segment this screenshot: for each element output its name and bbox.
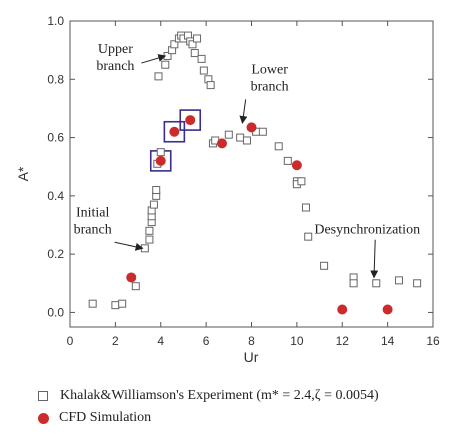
experiment-point: [413, 279, 422, 288]
experiment-point: [131, 282, 140, 291]
cfd-point: [217, 138, 228, 149]
legend-label-experiment: Khalak&Williamson's Experiment (m* = 2.4…: [60, 388, 379, 403]
legend-marker-square: [38, 391, 48, 401]
experiment-point: [372, 279, 381, 288]
experiment-point: [236, 133, 245, 142]
cfd-point: [126, 272, 137, 283]
experiment-point: [199, 66, 208, 75]
experiment-point: [190, 49, 199, 58]
experiment-point: [118, 299, 127, 308]
experiment-point: [156, 148, 165, 157]
annotation-initial-branch-line: branch: [74, 222, 112, 237]
y-axis-title: A*: [15, 166, 31, 181]
experiment-point: [304, 232, 313, 241]
cfd-point: [169, 126, 180, 137]
annotation-initial-branch-arrow: [114, 241, 144, 251]
experiment-point: [188, 40, 197, 49]
x-tick-label: 4: [157, 334, 164, 348]
experiment-point: [145, 235, 154, 244]
y-tick-label: 0.2: [47, 247, 64, 261]
annotation-lower-branch-label: Lower branch: [251, 62, 289, 94]
legend-item-experiment: Khalak&Williamson's Experiment (m* = 2.4…: [38, 386, 379, 406]
experiment-point: [349, 279, 358, 288]
annotation-desynchronization-label: Desynchronization: [314, 223, 420, 238]
annotation-desynchronization-arrow: [370, 239, 379, 279]
experiment-point: [149, 200, 158, 209]
x-tick-label: 16: [426, 334, 440, 348]
y-tick-label: 0.4: [47, 189, 64, 203]
annotation-lower-branch-arrow: [239, 99, 248, 124]
x-tick-label: 2: [112, 334, 119, 348]
experiment-point: [258, 127, 267, 136]
x-tick-label: 6: [203, 334, 210, 348]
x-tick-label: 0: [67, 334, 74, 348]
experiment-point: [297, 177, 306, 186]
annotation-initial-branch-line: Initial: [76, 205, 110, 220]
experiment-point: [193, 34, 202, 43]
y-tick-label: 0.8: [47, 72, 64, 86]
x-tick-label: 12: [336, 334, 350, 348]
experiment-point: [88, 299, 97, 308]
experiment-point: [242, 136, 251, 145]
x-tick-label: 14: [381, 334, 395, 348]
annotation-lower-branch-line: Lower: [251, 62, 288, 77]
experiment-point: [274, 142, 283, 151]
cfd-point: [337, 304, 348, 315]
experiment-point: [283, 156, 292, 165]
experiment-point: [154, 72, 163, 81]
x-tick-label: 8: [248, 334, 255, 348]
experiment-point: [206, 81, 215, 90]
experiment-point: [111, 301, 120, 310]
legend-marker-circle: [38, 412, 49, 424]
annotation-upper-branch-label: Upper branch: [96, 42, 134, 74]
experiment-point: [394, 276, 403, 285]
y-tick-label: 0.0: [47, 305, 64, 319]
cfd-point: [382, 304, 393, 315]
experiment-point: [161, 60, 170, 69]
cfd-point: [155, 155, 166, 166]
experiment-point: [170, 40, 179, 49]
y-tick-label: 0.6: [47, 131, 64, 145]
highlight-box: [179, 109, 202, 131]
annotation-desynchronization-line: Desynchronization: [314, 223, 420, 238]
annotation-initial-branch-label: Initial branch: [74, 205, 112, 237]
y-tick-label: 1.0: [47, 14, 64, 28]
experiment-point: [145, 226, 154, 235]
annotation-upper-branch-line: branch: [96, 59, 134, 74]
annotation-upper-branch-arrow: [141, 54, 167, 64]
scatter-chart: 0 2 4 6 8 10 12 14 16 0.0 0.2 0.4 0.6 0.8 1.0 Upper bra…: [15, 14, 440, 365]
experiment-point: [152, 186, 161, 195]
x-axis-title: Ur: [244, 349, 259, 365]
annotation-upper-branch-line: Upper: [98, 42, 133, 57]
experiment-point: [197, 54, 206, 63]
experiment-point: [224, 130, 233, 139]
highlight-box: [163, 120, 186, 143]
x-tick-label: 10: [290, 334, 304, 348]
cfd-point: [185, 115, 196, 126]
legend-label-cfd: CFD Simulation: [59, 410, 152, 425]
experiment-point: [320, 261, 329, 270]
experiment-point: [301, 203, 310, 212]
annotation-lower-branch-line: branch: [251, 79, 289, 94]
cfd-point: [246, 122, 257, 133]
legend-item-cfd: CFD Simulation: [38, 408, 151, 428]
cfd-point: [291, 160, 302, 171]
